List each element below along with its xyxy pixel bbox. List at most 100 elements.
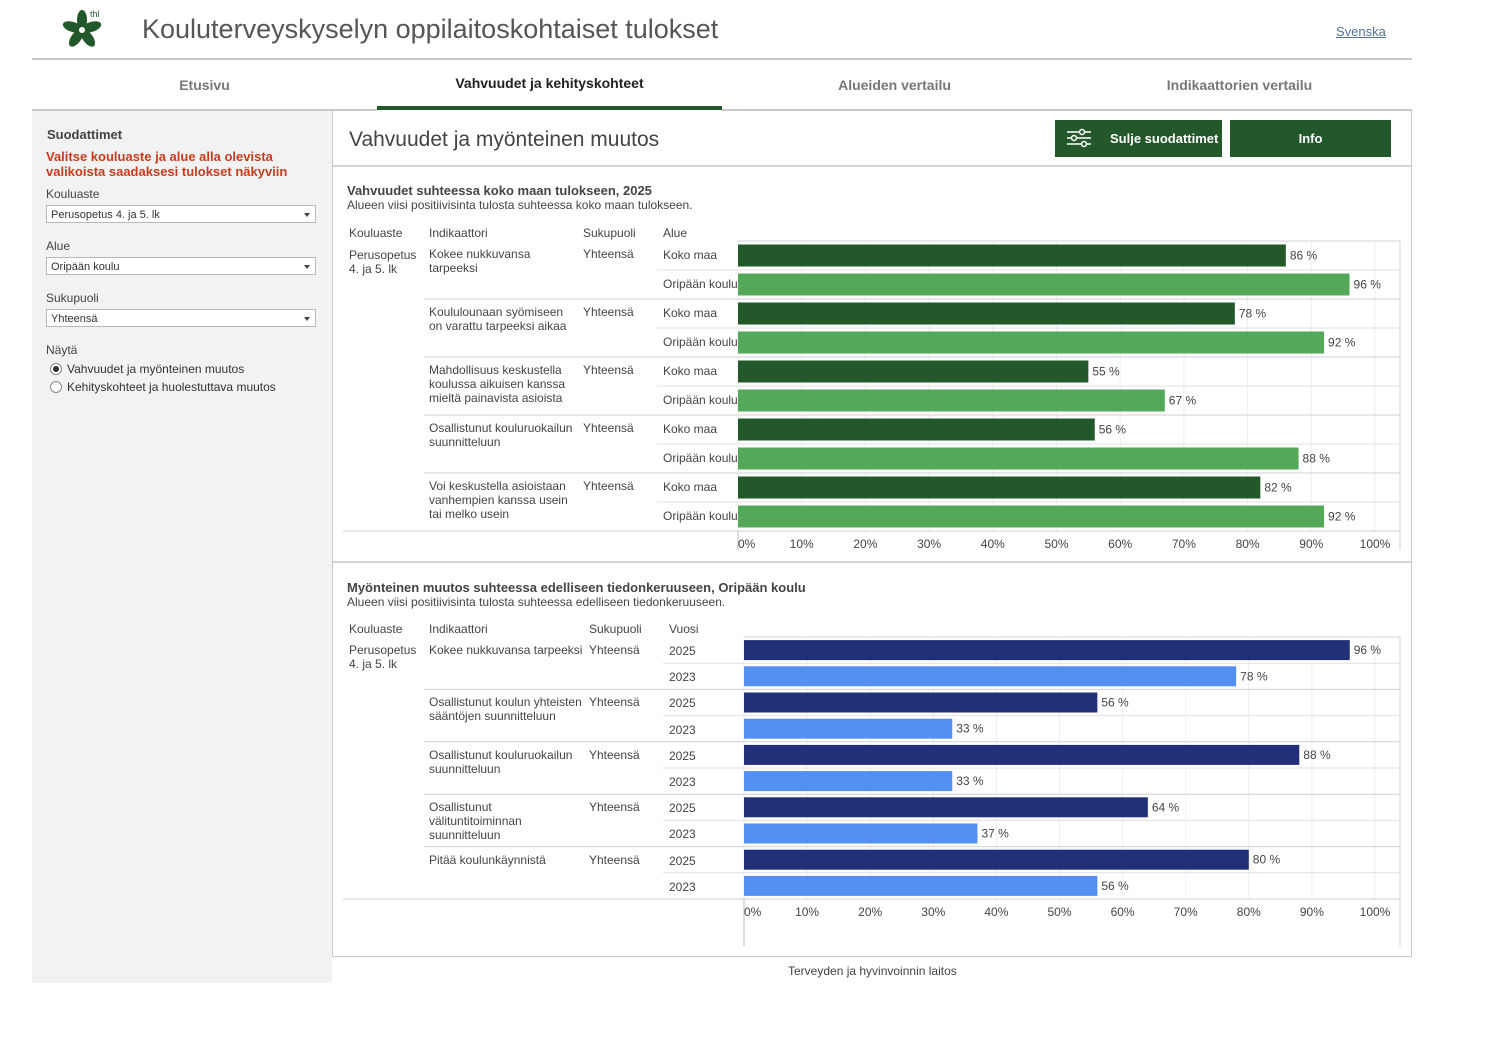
chart2-title: Myönteinen muutos suhteessa edelliseen t… xyxy=(347,580,806,595)
indicator-label: Mahdollisuus keskustella koulussa aikuis… xyxy=(429,363,566,405)
chart2-school-level: Perusopetus 4. ja 5. lk xyxy=(349,643,417,671)
bar xyxy=(738,302,1235,325)
row-label: 2025 xyxy=(669,696,696,711)
indicator-label: Osallistunut koulun yhteisten sääntöjen … xyxy=(429,695,582,724)
bar xyxy=(744,718,953,739)
bar xyxy=(744,771,953,792)
thl-flower-icon: thl xyxy=(62,9,102,47)
row-label: Koko maa xyxy=(663,248,718,262)
gender-label: Yhteensä xyxy=(589,852,640,867)
bar-value-label: 78 % xyxy=(1239,307,1267,321)
bar xyxy=(738,476,1261,499)
bar-value-label: 82 % xyxy=(1264,481,1292,495)
radio-unchecked-icon xyxy=(50,381,62,393)
bar xyxy=(744,797,1148,818)
tab-alueiden-vertailu[interactable]: Alueiden vertailu xyxy=(838,77,951,93)
row-label: 2023 xyxy=(669,827,696,842)
row-label: 2023 xyxy=(669,670,696,685)
radio-vahvuudet[interactable]: Vahvuudet ja myönteinen muutos xyxy=(50,362,244,376)
chevron-down-icon xyxy=(304,213,310,217)
x-tick-label: 0% xyxy=(738,537,756,551)
bar xyxy=(744,849,1249,870)
sukupuoli-value: Yhteensä xyxy=(51,313,98,325)
filter-label-sukupuoli: Sukupuoli xyxy=(46,291,99,305)
chart1-subtitle: Alueen viisi positiivisinta tulosta suht… xyxy=(347,198,693,212)
bar xyxy=(738,447,1299,470)
bar xyxy=(738,331,1325,354)
filter-label-kouluaste: Kouluaste xyxy=(46,187,100,201)
bar xyxy=(738,389,1165,412)
gender-label: Yhteensä xyxy=(589,747,640,762)
bar xyxy=(744,640,1350,661)
tab-indikaattorien-vertailu[interactable]: Indikaattorien vertailu xyxy=(1166,77,1313,93)
bar-value-label: 67 % xyxy=(1169,394,1197,408)
row-label: Oripään koulu xyxy=(663,335,738,349)
chart1-col-indikaattori: Indikaattori xyxy=(429,226,488,240)
bar-value-label: 33 % xyxy=(956,722,984,736)
sidebar-hint: Valitse kouluaste ja alue alla olevista … xyxy=(46,149,288,179)
row-label: 2025 xyxy=(669,853,696,868)
x-tick-label: 70% xyxy=(1172,537,1196,551)
x-tick-label: 60% xyxy=(1111,905,1135,919)
radio-kehityskohteet[interactable]: Kehityskohteet ja huolestuttava muutos xyxy=(50,380,276,394)
filter-sidebar: Suodattimet Valitse kouluaste ja alue al… xyxy=(32,111,332,983)
row-label: 2025 xyxy=(669,748,696,763)
chart1-col-alue: Alue xyxy=(663,226,688,240)
row-label: Koko maa xyxy=(663,422,718,436)
bar-value-label: 96 % xyxy=(1354,643,1382,657)
bar-value-label: 86 % xyxy=(1290,249,1318,263)
x-tick-label: 20% xyxy=(858,905,882,919)
row-label: 2025 xyxy=(669,644,696,658)
sliders-icon xyxy=(1067,128,1091,148)
x-tick-label: 100% xyxy=(1360,537,1391,551)
x-tick-label: 50% xyxy=(1044,537,1068,551)
heading-divider xyxy=(333,165,1411,167)
gender-label: Yhteensä xyxy=(583,363,634,377)
bar xyxy=(738,244,1286,267)
section-divider xyxy=(333,561,1411,563)
tab-vahvuudet[interactable]: Vahvuudet ja kehityskohteet xyxy=(377,60,722,110)
filter-label-alue: Alue xyxy=(46,239,71,253)
gender-label: Yhteensä xyxy=(583,247,634,261)
chart2-subtitle: Alueen viisi positiivisinta tulosta suht… xyxy=(347,595,726,609)
kouluaste-select[interactable]: Perusopetus 4. ja 5. lk xyxy=(46,205,316,223)
bar-value-label: 88 % xyxy=(1303,748,1331,762)
x-tick-label: 40% xyxy=(981,537,1005,551)
info-button[interactable]: Info xyxy=(1230,120,1391,157)
indicator-label: Osallistunut kouluruokailun suunnitteluu… xyxy=(429,421,573,449)
bar-value-label: 56 % xyxy=(1099,423,1127,437)
kouluaste-value: Perusopetus 4. ja 5. lk xyxy=(51,209,160,221)
row-label: 2023 xyxy=(669,722,696,737)
bar xyxy=(744,875,1098,896)
chart2-col-kouluaste: Kouluaste xyxy=(349,622,403,636)
chart1-title: Vahvuudet suhteessa koko maan tulokseen,… xyxy=(347,183,652,198)
sukupuoli-select[interactable]: Yhteensä xyxy=(46,309,316,327)
bar xyxy=(738,418,1095,441)
bar xyxy=(738,273,1350,296)
tab-etusivu[interactable]: Etusivu xyxy=(179,77,230,93)
indicator-label: Kokee nukkuvansa tarpeeksi xyxy=(429,643,583,657)
alue-select[interactable]: Oripään koulu xyxy=(46,257,316,275)
row-label: Oripään koulu xyxy=(663,277,738,291)
bar-value-label: 64 % xyxy=(1152,800,1180,814)
row-label: Oripään koulu xyxy=(663,451,738,465)
row-label: Oripään koulu xyxy=(663,509,738,523)
x-tick-label: 80% xyxy=(1236,537,1260,551)
bar xyxy=(744,666,1237,687)
row-label: Koko maa xyxy=(663,306,718,320)
row-label: Koko maa xyxy=(663,480,718,494)
indicator-label: Osallistunut välituntitoiminnan suunnitt… xyxy=(429,800,522,843)
bar xyxy=(738,505,1325,528)
radio-label: Kehityskohteet ja huolestuttava muutos xyxy=(67,380,276,394)
bar xyxy=(744,692,1098,713)
close-filters-button[interactable]: Sulje suodattimet xyxy=(1055,120,1222,157)
bar-value-label: 92 % xyxy=(1328,336,1356,350)
bar-value-label: 33 % xyxy=(956,774,984,788)
tabs-divider-left xyxy=(32,109,377,111)
language-link[interactable]: Svenska xyxy=(1336,24,1386,39)
footer-text: Terveyden ja hyvinvoinnin laitos xyxy=(788,964,957,978)
gender-label: Yhteensä xyxy=(583,305,634,319)
radio-checked-icon xyxy=(50,363,62,375)
